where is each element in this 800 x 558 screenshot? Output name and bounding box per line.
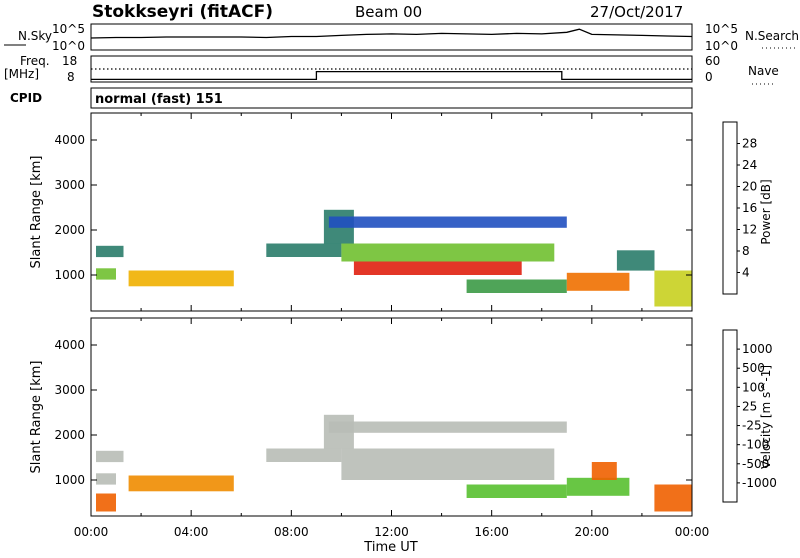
velocity-panel: 4000 3000 2000 1000 Slant Range [km] 1000 50… [29,317,777,555]
velocity-y-label: Slant Range [km] [29,361,44,474]
colorbar-tick-label: 8 [742,244,750,258]
scatter-region [96,473,116,485]
x-axis-label: Time UT [363,540,417,554]
x-tick-label: 12:00 [374,525,409,539]
y-tick-label: 2000 [54,223,85,237]
freq-tick-top: 18 [62,54,77,68]
colorbar-tick-label: 20 [742,180,757,194]
colorbar-tick-label: 12 [742,223,757,237]
colorbar-tick-label: 28 [742,137,757,151]
freq-label: Freq. [20,54,50,68]
nave-label: Nave [748,64,779,78]
y-tick-label: 2000 [54,428,85,442]
colorbar-tick-label: -100 [742,438,769,452]
scatter-region [654,484,692,512]
power-colorbar: 28 24 20 16 12 8 4 [722,121,757,295]
nsky-series-line [90,28,693,39]
scatter-region [328,421,567,433]
velocity-y-axis: 4000 3000 2000 1000 [54,318,693,516]
nave-tick-top: 60 [705,54,720,68]
x-tick-label: 04:00 [174,525,209,539]
colorbar-tick-label: -1000 [742,476,777,490]
scatter-region [128,475,234,492]
y-tick-label: 3000 [54,383,85,397]
power-y-axis: 4000 3000 2000 1000 [54,113,693,311]
velocity-colorbar: 1000 500 100 25 -25 -100 -500 -1000 [722,329,777,503]
nsky-tick-bottom: 10^0 [52,39,85,53]
scatter-region [566,272,630,291]
x-tick-label: 16:00 [474,525,509,539]
nsky-tick-top: 10^5 [52,22,85,36]
cpid-label: CPID [10,91,42,105]
scatter-region [96,493,116,512]
nsky-panel: N.Sky 10^5 10^0 10^5 10^0 N.Search [4,22,799,53]
nsearch-label: N.Search [745,29,799,43]
power-colorbar-label: Power [dB] [759,179,773,244]
scatter-region [591,462,617,480]
power-panel: 4000 3000 2000 1000 Slant Range [km] 28 24 20… [29,112,773,312]
scatter-region [96,245,124,258]
scatter-region [466,484,567,498]
colorbar-tick-label: -500 [742,457,769,471]
scatter-region [466,279,567,293]
x-tick-label: 00:00 [675,525,710,539]
colorbar-tick-label: -25 [742,419,762,433]
colorbar-tick-label: 24 [742,158,757,172]
scatter-region [353,261,522,275]
cpid-frame [90,87,693,109]
date-label: 27/Oct/2017 [590,3,683,21]
colorbar-tick-label: 1000 [742,342,773,356]
station-title: Stokkseyri (fitACF) [92,2,273,22]
cpid-value: normal (fast) 151 [95,92,223,107]
scatter-region [341,448,555,480]
freq-unit: [MHz] [4,67,39,81]
scatter-region [341,243,555,262]
velocity-colorbar-label: Velocity [m s^-1] [759,365,773,469]
colorbar-frame [722,121,738,295]
nsky-frame [90,23,693,51]
scatter-region [266,448,342,462]
x-tick-label: 08:00 [274,525,309,539]
nsearch-tick-bottom: 10^0 [705,39,738,53]
power-y-label: Slant Range [km] [29,156,44,269]
x-tick-label: 20:00 [575,525,610,539]
y-tick-label: 1000 [54,268,85,282]
scatter-region [96,268,116,280]
colorbar-tick-label: 4 [742,266,750,280]
colorbar-frame [722,329,738,503]
power-data-layer [96,209,692,307]
scatter-region [128,270,234,287]
colorbar-tick-label: 25 [742,399,757,413]
nsky-label: N.Sky [18,29,52,43]
velocity-data-layer [96,414,692,512]
scatter-region [616,250,655,271]
y-tick-label: 4000 [54,133,85,147]
nsearch-tick-top: 10^5 [705,22,738,36]
colorbar-tick-label: 16 [742,201,757,215]
beam-label: Beam 00 [355,3,422,21]
colorbar-tick-label: 100 [742,380,765,394]
scatter-region [266,243,342,257]
nave-tick-bottom: 0 [705,70,713,84]
y-tick-label: 1000 [54,473,85,487]
freq-series-line [91,70,692,81]
x-tick-label: 00:00 [74,525,109,539]
time-x-axis: 00:00 04:00 08:00 12:00 16:00 20:00 00:00 [74,525,710,539]
colorbar-tick-label: 500 [742,361,765,375]
scatter-region [96,450,124,463]
y-tick-label: 3000 [54,178,85,192]
scatter-region [654,270,692,307]
scatter-region [566,477,630,496]
y-tick-label: 4000 [54,338,85,352]
scatter-region [328,216,567,228]
freq-panel: Freq. [MHz] 18 8 60 0 Nave [4,54,779,85]
freq-tick-bottom: 8 [67,70,75,84]
